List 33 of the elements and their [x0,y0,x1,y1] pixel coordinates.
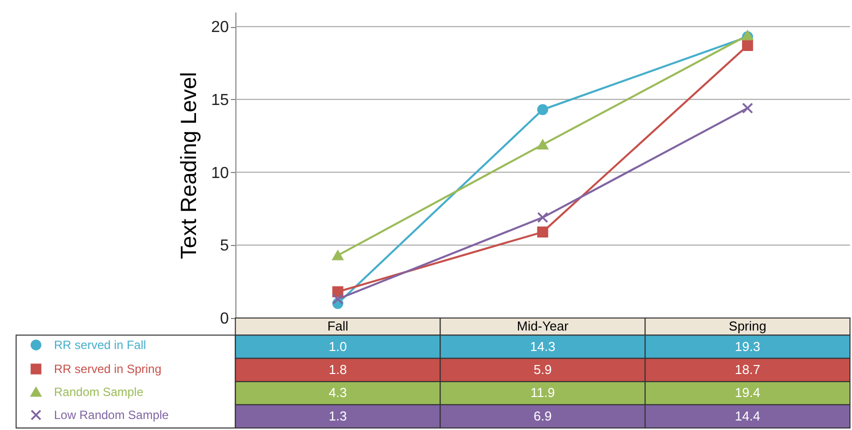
data-label: 14.4 [734,408,760,424]
point [537,104,548,116]
data-label: 14.3 [530,338,556,354]
point [537,140,548,150]
y-tick-label: 10 [211,164,229,182]
y-axis-title: Text Reading Level [176,72,202,260]
y-tick-label: 5 [220,238,229,255]
data-label: 6.9 [534,408,552,424]
y-tick-label: 20 [211,19,229,36]
legend-label: RR served in Fall [54,338,146,352]
point [332,294,344,305]
data-label: 19.4 [734,385,760,400]
point [742,102,754,114]
legend-label: RR served in Spring [54,362,162,376]
point [537,212,548,223]
y-tick-label: 0 [220,310,229,328]
data-label: 19.3 [734,338,760,354]
data-label: 18.7 [734,362,760,377]
legend-label: Low Random Sample [54,408,170,422]
data-label: 5.9 [534,362,552,377]
point [742,40,754,52]
point [332,250,344,260]
x-tick-label: Spring [728,318,766,334]
data-label: 1.8 [328,362,347,377]
point [537,226,548,238]
x-tick-label: Fall [327,318,348,334]
data-label: 4.3 [328,385,347,400]
legend-label: Random Sample [54,385,144,399]
data-label: 11.9 [530,385,555,400]
data-label: 1.3 [328,408,347,424]
data-label: 1.0 [328,338,347,354]
y-tick-label: 15 [211,92,229,109]
x-tick-label: Mid-Year [516,318,570,334]
